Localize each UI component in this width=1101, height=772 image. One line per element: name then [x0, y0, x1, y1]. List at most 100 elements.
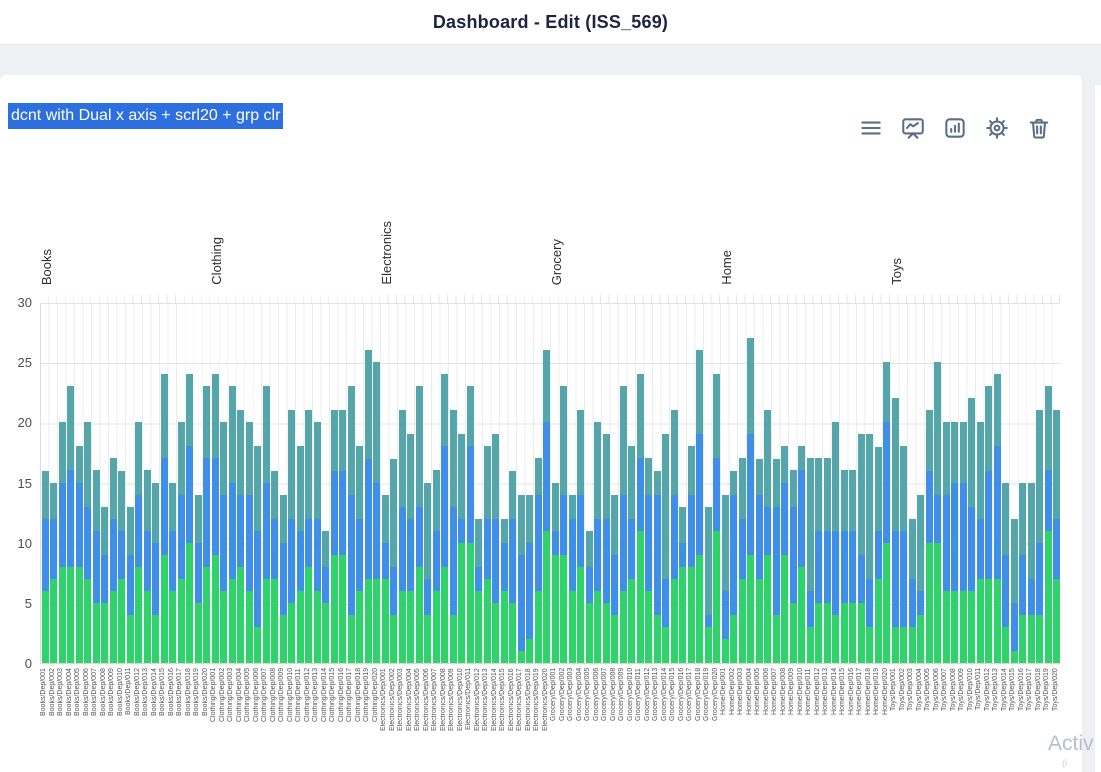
bar-stack[interactable]: [832, 422, 840, 663]
bar-stack[interactable]: [934, 362, 942, 663]
bar-stack[interactable]: [730, 470, 738, 663]
bar-stack[interactable]: [866, 434, 874, 663]
bar-stack[interactable]: [951, 422, 959, 663]
bar-stack[interactable]: [509, 470, 517, 663]
bar-stack[interactable]: [186, 374, 194, 663]
bar-stack[interactable]: [670, 410, 678, 663]
bar-stack[interactable]: [1036, 410, 1044, 663]
bar-stack[interactable]: [908, 518, 916, 663]
bar-stack[interactable]: [75, 446, 83, 663]
bar-chart-button[interactable]: [942, 115, 968, 141]
bar-stack[interactable]: [696, 350, 704, 663]
bar-stack[interactable]: [636, 374, 644, 663]
bar-stack[interactable]: [143, 470, 151, 663]
bar-stack[interactable]: [483, 446, 491, 663]
bar-stack[interactable]: [900, 446, 908, 663]
bar-stack[interactable]: [560, 386, 568, 663]
bar-stack[interactable]: [194, 494, 202, 663]
bar-stack[interactable]: [364, 350, 372, 663]
bar-stack[interactable]: [356, 446, 364, 663]
bar-stack[interactable]: [220, 422, 228, 663]
bar-stack[interactable]: [322, 530, 330, 663]
bar-stack[interactable]: [840, 470, 848, 663]
bar-stack[interactable]: [381, 494, 389, 663]
bar-stack[interactable]: [279, 494, 287, 663]
bar-stack[interactable]: [245, 422, 253, 663]
bar-stack[interactable]: [959, 422, 967, 663]
bar-stack[interactable]: [526, 494, 534, 663]
bar-stack[interactable]: [305, 410, 313, 663]
bar-stack[interactable]: [619, 386, 627, 663]
bar-stack[interactable]: [755, 458, 763, 663]
bar-stack[interactable]: [424, 482, 432, 663]
bar-stack[interactable]: [789, 470, 797, 663]
bar-stack[interactable]: [679, 506, 687, 663]
bar-stack[interactable]: [1027, 482, 1035, 663]
bar-stack[interactable]: [347, 386, 355, 663]
bar-stack[interactable]: [891, 398, 899, 663]
bar-stack[interactable]: [449, 410, 457, 663]
bar-stack[interactable]: [925, 410, 933, 663]
bar-stack[interactable]: [92, 470, 100, 663]
bar-stack[interactable]: [772, 458, 780, 663]
bar-stack[interactable]: [432, 470, 440, 663]
bar-stack[interactable]: [968, 398, 976, 663]
bar-stack[interactable]: [288, 410, 296, 663]
bar-stack[interactable]: [577, 410, 585, 663]
bar-stack[interactable]: [1010, 518, 1018, 663]
bar-stack[interactable]: [993, 374, 1001, 663]
bar-stack[interactable]: [764, 410, 772, 663]
bar-stack[interactable]: [169, 482, 177, 663]
bar-stack[interactable]: [466, 386, 474, 663]
bar-stack[interactable]: [296, 446, 304, 663]
bar-stack[interactable]: [67, 386, 75, 663]
bar-stack[interactable]: [713, 374, 721, 663]
bar-stack[interactable]: [849, 470, 857, 663]
bar-stack[interactable]: [458, 434, 466, 663]
bar-stack[interactable]: [203, 386, 211, 663]
bar-stack[interactable]: [101, 506, 109, 663]
bar-stack[interactable]: [653, 470, 661, 663]
bar-stack[interactable]: [857, 434, 865, 663]
bar-stack[interactable]: [781, 446, 789, 663]
bar-stack[interactable]: [271, 470, 279, 663]
bar-stack[interactable]: [407, 434, 415, 663]
bar-stack[interactable]: [228, 386, 236, 663]
presentation-chart-button[interactable]: [900, 115, 926, 141]
bar-stack[interactable]: [704, 506, 712, 663]
bar-stack[interactable]: [160, 374, 168, 663]
bar-stack[interactable]: [109, 458, 117, 663]
bar-stack[interactable]: [1044, 386, 1052, 663]
bar-stack[interactable]: [883, 362, 891, 663]
bar-stack[interactable]: [254, 446, 262, 663]
bar-stack[interactable]: [942, 422, 950, 663]
bar-stack[interactable]: [798, 446, 806, 663]
bar-stack[interactable]: [1053, 410, 1061, 663]
bar-stack[interactable]: [747, 338, 755, 663]
bar-stack[interactable]: [806, 458, 814, 663]
bar-stack[interactable]: [118, 470, 126, 663]
bar-stack[interactable]: [985, 386, 993, 663]
bar-stack[interactable]: [58, 422, 66, 663]
bar-stack[interactable]: [534, 458, 542, 663]
menu-button[interactable]: [858, 115, 884, 141]
bar-stack[interactable]: [84, 422, 92, 663]
bar-stack[interactable]: [543, 350, 551, 663]
settings-button[interactable]: [984, 115, 1010, 141]
bar-stack[interactable]: [1019, 482, 1027, 663]
bar-stack[interactable]: [441, 374, 449, 663]
bar-stack[interactable]: [211, 374, 219, 663]
bar-stack[interactable]: [662, 434, 670, 663]
bar-stack[interactable]: [874, 446, 882, 663]
bar-stack[interactable]: [602, 434, 610, 663]
bar-stack[interactable]: [41, 470, 49, 663]
bar-stack[interactable]: [398, 410, 406, 663]
widget-title-input[interactable]: dcnt with Dual x axis + scrl20 + grp clr: [8, 103, 284, 129]
bar-stack[interactable]: [738, 458, 746, 663]
bar-stack[interactable]: [721, 494, 729, 663]
bar-stack[interactable]: [492, 434, 500, 663]
bar-stack[interactable]: [135, 422, 143, 663]
bar-stack[interactable]: [645, 458, 653, 663]
bar-stack[interactable]: [628, 446, 636, 663]
bar-stack[interactable]: [126, 506, 134, 663]
